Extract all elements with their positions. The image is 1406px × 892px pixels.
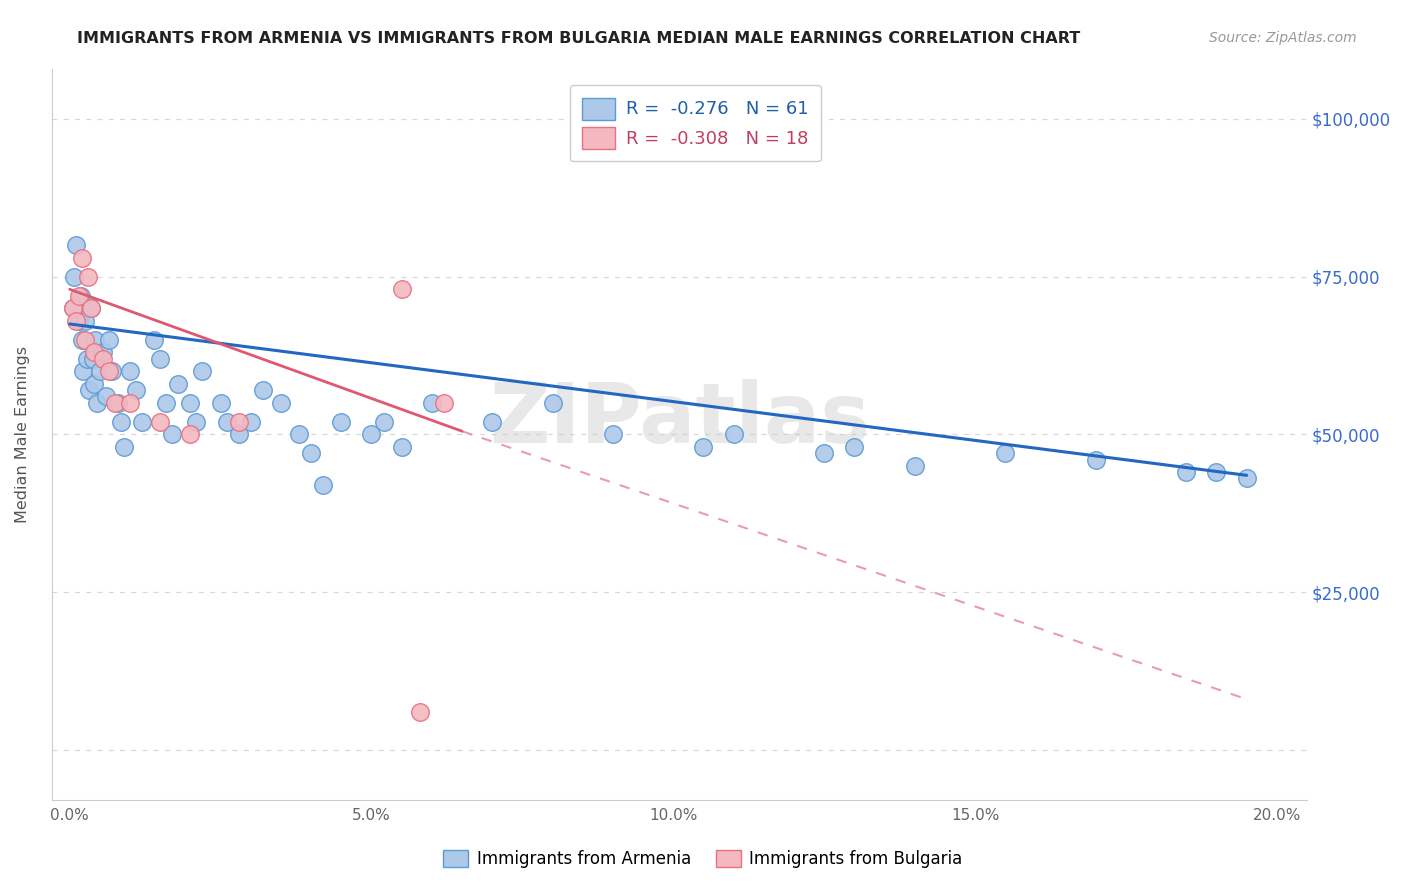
- Point: [63, 269, 86, 284]
- Point: [70, 251, 93, 265]
- Point: [67, 314, 90, 328]
- Point: [65, 238, 87, 252]
- Point: [373, 415, 395, 429]
- Point: [149, 415, 172, 429]
- Point: [118, 364, 141, 378]
- Text: ZIPatlas: ZIPatlas: [489, 379, 870, 460]
- Point: [239, 415, 262, 429]
- Point: [904, 458, 927, 473]
- Point: [94, 389, 117, 403]
- Point: [83, 376, 105, 391]
- Point: [125, 383, 148, 397]
- Point: [97, 333, 120, 347]
- Point: [76, 269, 98, 284]
- Point: [80, 301, 103, 316]
- Point: [62, 301, 84, 316]
- Point: [167, 376, 190, 391]
- Point: [72, 364, 94, 378]
- Point: [330, 415, 353, 429]
- Point: [288, 427, 311, 442]
- Point: [65, 314, 87, 328]
- Point: [844, 440, 866, 454]
- Point: [481, 415, 503, 429]
- Text: Source: ZipAtlas.com: Source: ZipAtlas.com: [1209, 31, 1357, 45]
- Point: [692, 440, 714, 454]
- Point: [252, 383, 274, 397]
- Point: [77, 383, 100, 397]
- Point: [97, 364, 120, 378]
- Point: [83, 345, 105, 359]
- Point: [420, 396, 443, 410]
- Point: [179, 396, 201, 410]
- Point: [813, 446, 835, 460]
- Point: [1236, 471, 1258, 485]
- Point: [82, 351, 104, 366]
- Point: [1175, 465, 1198, 479]
- Point: [191, 364, 214, 378]
- Point: [162, 427, 184, 442]
- Point: [186, 415, 208, 429]
- Point: [155, 396, 177, 410]
- Point: [101, 364, 124, 378]
- Point: [409, 705, 432, 719]
- Point: [112, 440, 135, 454]
- Point: [86, 396, 108, 410]
- Point: [62, 301, 84, 316]
- Point: [69, 288, 91, 302]
- Point: [391, 440, 413, 454]
- Point: [209, 396, 232, 410]
- Point: [312, 477, 335, 491]
- Point: [91, 351, 114, 366]
- Point: [215, 415, 238, 429]
- Point: [228, 415, 250, 429]
- Point: [73, 314, 96, 328]
- Point: [179, 427, 201, 442]
- Legend: R =  -0.276   N = 61, R =  -0.308   N = 18: R = -0.276 N = 61, R = -0.308 N = 18: [569, 85, 821, 161]
- Point: [107, 396, 129, 410]
- Point: [270, 396, 292, 410]
- Point: [1084, 452, 1107, 467]
- Point: [73, 333, 96, 347]
- Legend: Immigrants from Armenia, Immigrants from Bulgaria: Immigrants from Armenia, Immigrants from…: [437, 843, 969, 875]
- Point: [84, 333, 107, 347]
- Text: IMMIGRANTS FROM ARMENIA VS IMMIGRANTS FROM BULGARIA MEDIAN MALE EARNINGS CORRELA: IMMIGRANTS FROM ARMENIA VS IMMIGRANTS FR…: [77, 31, 1081, 46]
- Point: [70, 333, 93, 347]
- Y-axis label: Median Male Earnings: Median Male Earnings: [15, 346, 30, 523]
- Point: [1205, 465, 1227, 479]
- Point: [723, 427, 745, 442]
- Point: [541, 396, 564, 410]
- Point: [118, 396, 141, 410]
- Point: [67, 288, 90, 302]
- Point: [143, 333, 166, 347]
- Point: [104, 396, 127, 410]
- Point: [602, 427, 624, 442]
- Point: [994, 446, 1017, 460]
- Point: [89, 364, 111, 378]
- Point: [91, 345, 114, 359]
- Point: [76, 351, 98, 366]
- Point: [149, 351, 172, 366]
- Point: [80, 301, 103, 316]
- Point: [299, 446, 322, 460]
- Point: [131, 415, 153, 429]
- Point: [110, 415, 132, 429]
- Point: [433, 396, 456, 410]
- Point: [360, 427, 382, 442]
- Point: [391, 282, 413, 296]
- Point: [228, 427, 250, 442]
